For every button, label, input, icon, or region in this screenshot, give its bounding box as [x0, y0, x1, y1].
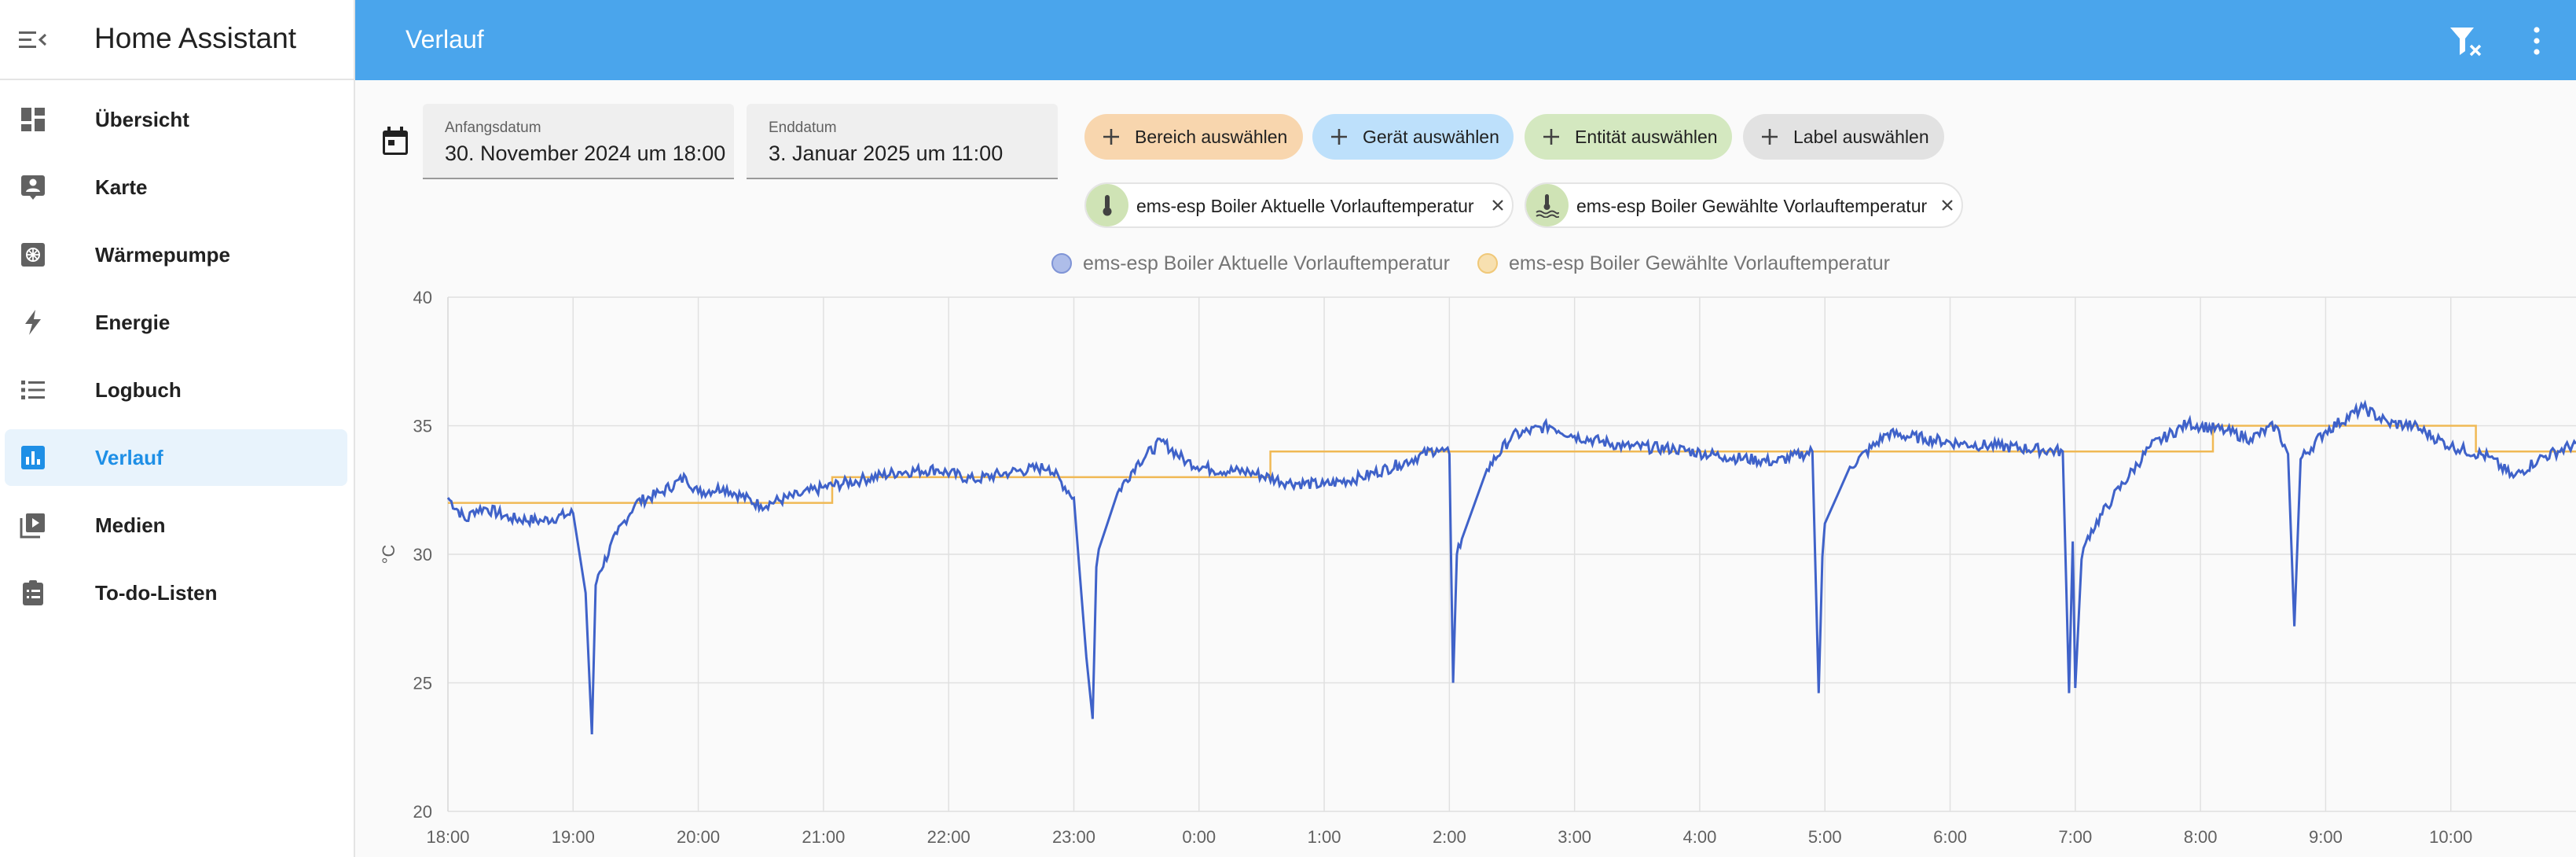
plus-icon	[1331, 129, 1347, 145]
chart-box-icon	[21, 446, 45, 469]
entity-chip-label: ems-esp Boiler Gewählte Vorlauftemperatu…	[1576, 196, 1928, 216]
sidebar-item-label: Medien	[95, 513, 166, 537]
clipboard-list-icon	[23, 580, 43, 605]
lightning-icon	[25, 310, 41, 335]
sidebar-item-todo[interactable]: To-do-Listen	[5, 565, 347, 621]
entity-avatar	[1526, 184, 1569, 226]
y-axis-label: °C	[379, 545, 398, 565]
map-account-icon	[21, 175, 45, 200]
x-axis: 18:00 19:00 20:00 21:00 22:00 23:00 0:00 1:00 2:…	[426, 827, 2472, 847]
y-tick-label: 30	[413, 545, 432, 565]
sidebar-item-heat-pump[interactable]: Wärmepumpe	[5, 226, 347, 283]
more-vert-icon[interactable]	[2530, 25, 2543, 57]
start-date-label: Anfangsdatum	[445, 120, 541, 136]
x-tick-label: 21:00	[802, 827, 845, 847]
calendar-icon[interactable]	[380, 126, 410, 157]
x-tick-label: 8:00	[2184, 827, 2218, 847]
sidebar-item-label: Übersicht	[95, 108, 189, 131]
dashboard-icon	[21, 108, 45, 131]
x-tick-label: 18:00	[426, 827, 469, 847]
device-picker-label: Gerät auswählen	[1363, 127, 1499, 147]
sidebar-item-label: To-do-Listen	[95, 581, 218, 605]
sidebar-item-logbook[interactable]: Logbuch	[5, 362, 347, 418]
water-thermometer-icon	[1536, 194, 1559, 218]
list-icon	[21, 381, 45, 399]
area-picker-label: Bereich auswählen	[1135, 127, 1288, 147]
end-date-label: Enddatum	[769, 120, 837, 136]
start-date-field[interactable]: Anfangsdatum 30. November 2024 um 18:00	[423, 104, 734, 179]
label-picker-label: Label auswählen	[1793, 127, 1929, 147]
close-icon[interactable]	[1939, 197, 1955, 213]
device-picker-chip[interactable]: Gerät auswählen	[1312, 114, 1514, 160]
start-date-value: 30. November 2024 um 18:00	[445, 142, 726, 165]
y-axis: 20 25 30 35 40	[413, 288, 432, 822]
page-title: Verlauf	[405, 25, 484, 53]
y-tick-label: 20	[413, 802, 432, 822]
x-tick-label: 10:00	[2429, 827, 2472, 847]
legend-swatch	[1477, 253, 1498, 274]
sidebar-item-label: Verlauf	[95, 446, 163, 469]
x-tick-label: 0:00	[1182, 827, 1216, 847]
top-app-bar: Verlauf	[355, 0, 2576, 80]
history-chart[interactable]: 20 25 30 35 40 18:00 19:00 20:00 21:00 22:00 23:0…	[355, 283, 2576, 857]
sidebar-item-overview[interactable]: Übersicht	[5, 91, 347, 148]
sidebar-item-history[interactable]: Verlauf	[5, 429, 347, 486]
sidebar-item-media[interactable]: Medien	[5, 497, 347, 554]
x-tick-label: 3:00	[1558, 827, 1591, 847]
sidebar-item-label: Energie	[95, 311, 171, 334]
chart-grid	[447, 296, 2576, 812]
menu-open-icon[interactable]	[17, 27, 47, 53]
app-title: Home Assistant	[94, 22, 297, 54]
label-picker-chip[interactable]: Label auswählen	[1743, 114, 1944, 160]
thermometer-icon	[1103, 195, 1112, 216]
entity-chip-target-flow-temp[interactable]: ems-esp Boiler Gewählte Vorlauftemperatu…	[1525, 182, 1963, 228]
x-tick-label: 20:00	[677, 827, 720, 847]
entity-chip-actual-flow-temp[interactable]: ems-esp Boiler Aktuelle Vorlauftemperatu…	[1084, 182, 1514, 228]
sidebar-header: Home Assistant	[0, 0, 354, 80]
legend-swatch	[1051, 253, 1072, 274]
y-tick-label: 40	[413, 288, 432, 307]
sidebar-item-energy[interactable]: Energie	[5, 294, 347, 351]
x-tick-label: 2:00	[1433, 827, 1466, 847]
series-line-actual	[446, 399, 2576, 734]
close-icon[interactable]	[1490, 197, 1506, 213]
heat-pump-icon	[21, 243, 45, 267]
sidebar-item-map[interactable]: Karte	[5, 159, 347, 215]
end-date-value: 3. Januar 2025 um 11:00	[769, 142, 1004, 165]
entity-picker-chip[interactable]: Entität auswählen	[1525, 114, 1732, 160]
legend-label: ems-esp Boiler Gewählte Vorlauftemperatu…	[1509, 252, 1890, 274]
x-tick-label: 4:00	[1683, 827, 1717, 847]
area-picker-chip[interactable]: Bereich auswählen	[1084, 114, 1303, 160]
entity-avatar	[1086, 184, 1128, 226]
play-box-icon	[20, 513, 45, 539]
entity-picker-label: Entität auswählen	[1575, 127, 1718, 147]
plus-icon	[1543, 129, 1559, 145]
x-tick-label: 5:00	[1808, 827, 1842, 847]
x-tick-label: 9:00	[2309, 827, 2343, 847]
entity-chip-label: ems-esp Boiler Aktuelle Vorlauftemperatu…	[1136, 196, 1474, 216]
sidebar-item-label: Wärmepumpe	[95, 243, 230, 267]
plus-icon	[1103, 129, 1119, 145]
sidebar-item-label: Karte	[95, 175, 148, 199]
end-date-field[interactable]: Enddatum 3. Januar 2025 um 11:00	[747, 104, 1058, 179]
x-tick-label: 23:00	[1052, 827, 1095, 847]
y-tick-label: 35	[413, 417, 432, 436]
x-tick-label: 19:00	[552, 827, 595, 847]
x-tick-label: 6:00	[1933, 827, 1967, 847]
sidebar: Home Assistant Übersicht Karte Wärmepump…	[0, 0, 355, 857]
filter-remove-icon[interactable]	[2449, 25, 2485, 58]
x-tick-label: 7:00	[2058, 827, 2092, 847]
sidebar-item-label: Logbuch	[95, 378, 182, 402]
legend-label: ems-esp Boiler Aktuelle Vorlauftemperatu…	[1083, 252, 1450, 274]
x-tick-label: 1:00	[1308, 827, 1341, 847]
x-tick-label: 22:00	[927, 827, 971, 847]
y-tick-label: 25	[413, 674, 432, 693]
plus-icon	[1762, 129, 1778, 145]
